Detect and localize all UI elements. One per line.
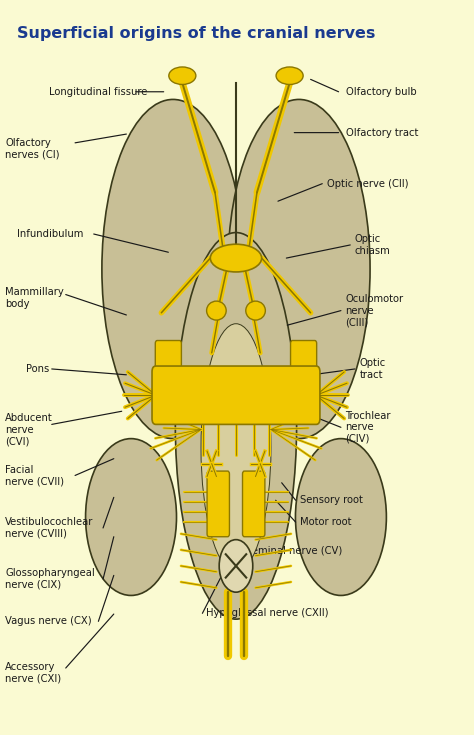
Text: Optic nerve (CII): Optic nerve (CII) [327,179,409,189]
Ellipse shape [201,323,271,572]
FancyBboxPatch shape [207,471,229,537]
Text: Sensory root: Sensory root [301,495,363,505]
Text: Oculomotor
nerve
(CIII): Oculomotor nerve (CIII) [346,294,404,327]
Ellipse shape [276,67,303,85]
Ellipse shape [207,301,226,320]
Ellipse shape [102,99,244,439]
Ellipse shape [295,439,386,595]
Text: Accessory
nerve (CXI): Accessory nerve (CXI) [5,662,61,684]
Text: Infundibulum: Infundibulum [17,229,83,239]
Ellipse shape [228,99,370,439]
Text: Abducent
nerve
(CVI): Abducent nerve (CVI) [5,413,53,446]
Text: Olfactory tract: Olfactory tract [346,128,418,137]
FancyBboxPatch shape [155,340,182,374]
Text: Optic
chiasm: Optic chiasm [355,234,391,256]
Ellipse shape [210,244,262,272]
Text: Longitudinal fissure: Longitudinal fissure [49,87,148,97]
Text: Facial
nerve (CVII): Facial nerve (CVII) [5,465,64,487]
Text: Trochlear
nerve
(CIV): Trochlear nerve (CIV) [346,411,391,444]
Ellipse shape [86,439,176,595]
Text: Optic
tract: Optic tract [360,358,386,380]
Text: Vagus nerve (CX): Vagus nerve (CX) [5,617,92,626]
Text: Superficial origins of the cranial nerves: Superficial origins of the cranial nerve… [17,26,375,41]
FancyBboxPatch shape [243,471,265,537]
Text: Olfactory
nerves (CI): Olfactory nerves (CI) [5,138,60,159]
Ellipse shape [169,67,196,85]
Text: Motor root: Motor root [301,517,352,527]
FancyBboxPatch shape [291,340,317,374]
Text: Trigeminal nerve (CV): Trigeminal nerve (CV) [234,546,342,556]
Text: Pons: Pons [26,364,49,374]
Ellipse shape [246,301,265,320]
Ellipse shape [175,232,297,619]
Circle shape [219,539,253,592]
Text: Glossopharyngeal
nerve (CIX): Glossopharyngeal nerve (CIX) [5,568,95,590]
Text: Vestibulocochlear
nerve (CVIII): Vestibulocochlear nerve (CVIII) [5,517,93,539]
Text: Hypoglossal nerve (CXII): Hypoglossal nerve (CXII) [206,609,328,618]
Text: Olfactory bulb: Olfactory bulb [346,87,416,97]
Text: Mammillary
body: Mammillary body [5,287,64,309]
FancyBboxPatch shape [152,366,320,424]
